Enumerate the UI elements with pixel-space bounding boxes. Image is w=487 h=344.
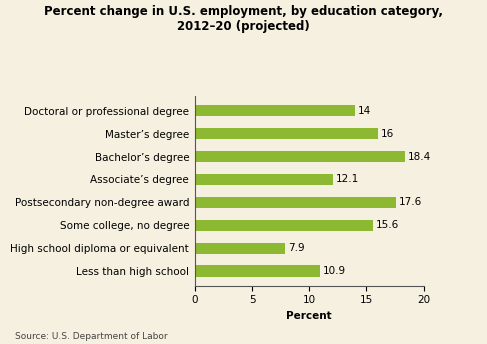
Text: 7.9: 7.9 (288, 243, 305, 253)
Text: 16: 16 (381, 129, 394, 139)
Bar (195, 197, 396, 208)
Bar (195, 243, 285, 254)
Bar (195, 174, 333, 185)
Bar (195, 219, 374, 231)
Text: Source: U.S. Department of Labor: Source: U.S. Department of Labor (15, 332, 167, 341)
Bar (195, 266, 319, 277)
Text: 18.4: 18.4 (408, 151, 431, 162)
Text: Percent change in U.S. employment, by education category,
2012–20 (projected): Percent change in U.S. employment, by ed… (44, 5, 443, 33)
Text: 14: 14 (358, 106, 371, 116)
X-axis label: Percent: Percent (286, 311, 332, 321)
Text: 12.1: 12.1 (336, 174, 359, 184)
Bar (195, 128, 378, 139)
Bar (195, 151, 405, 162)
Text: 17.6: 17.6 (399, 197, 422, 207)
Text: 15.6: 15.6 (376, 220, 399, 230)
Bar (195, 105, 355, 116)
Text: 10.9: 10.9 (322, 266, 346, 276)
